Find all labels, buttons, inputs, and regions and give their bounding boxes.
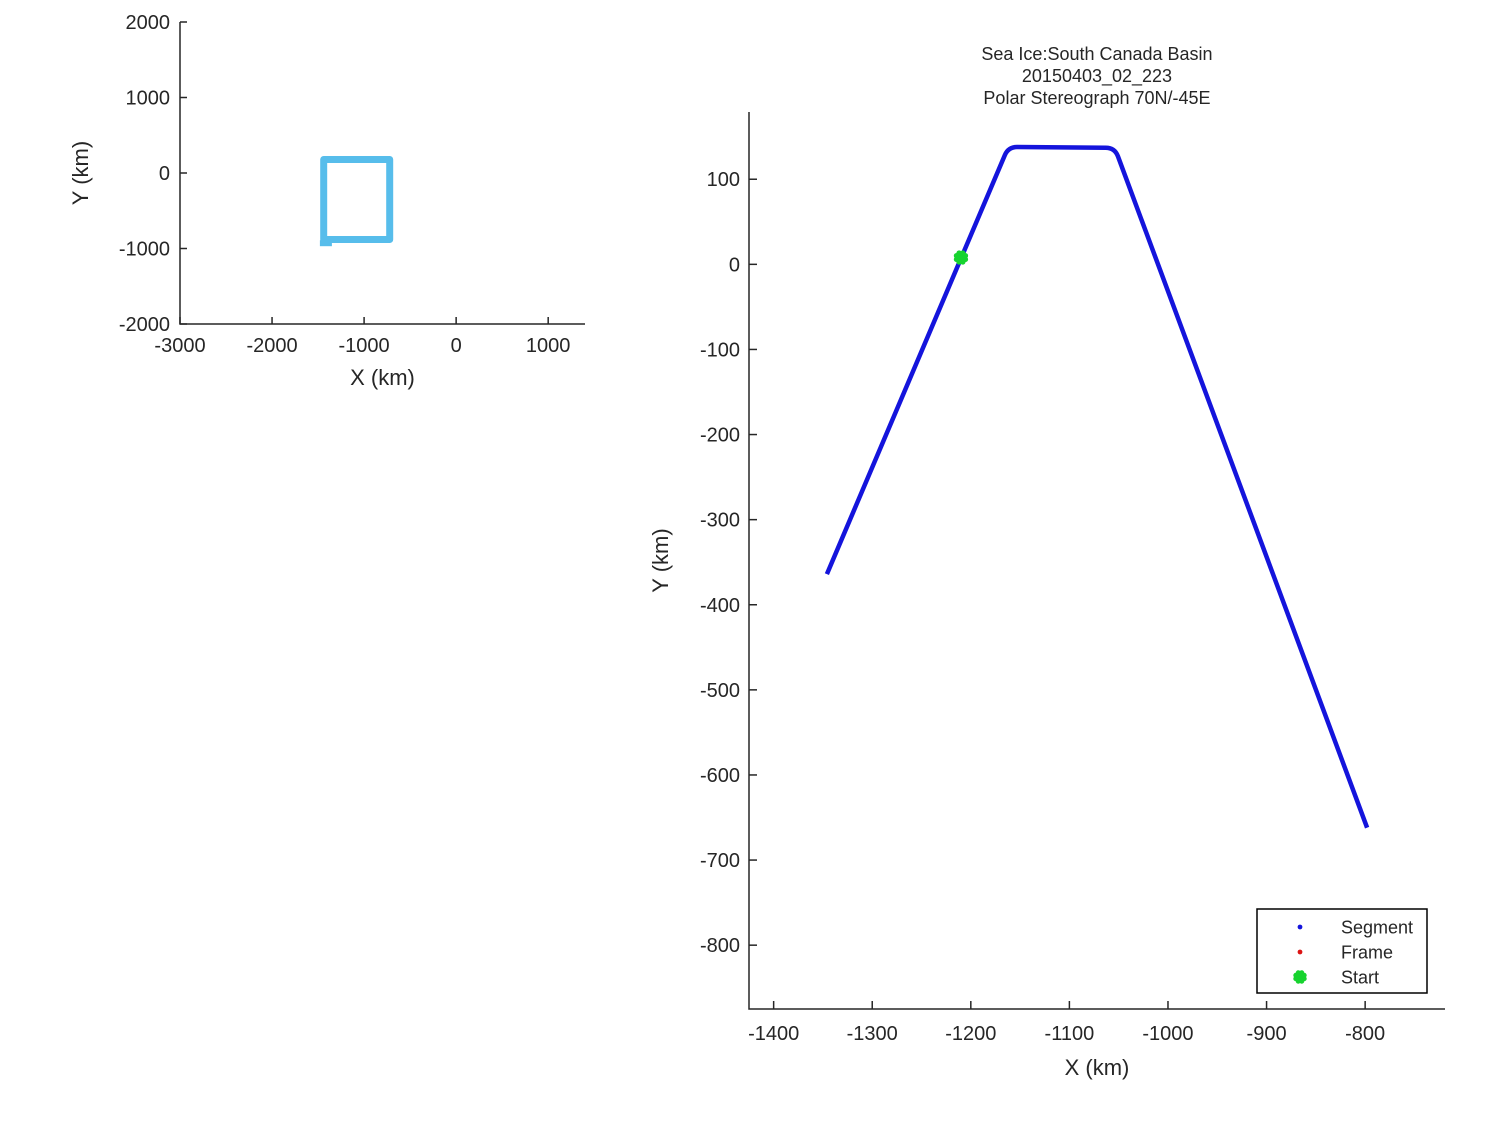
y-tick-label: -500: [700, 680, 740, 702]
legend-item-frame: Frame: [1297, 943, 1393, 963]
y-tick-label: -300: [700, 510, 740, 532]
segment-track: [824, 144, 1370, 829]
y-tick-label: -100: [700, 339, 740, 361]
legend-dot-icon: [1297, 924, 1303, 930]
y-tick-label: -2000: [119, 314, 170, 336]
x-tick-label: -1000: [339, 335, 390, 357]
y-tick-label: 0: [729, 254, 740, 276]
plot-title-line: 20150403_02_223: [1022, 66, 1172, 87]
legend-box: [1256, 908, 1428, 994]
x-tick-label: -900: [1247, 1023, 1287, 1045]
x-tick-label: 0: [451, 335, 462, 357]
y-tick-label: 2000: [126, 12, 171, 34]
y-tick-label: -400: [700, 595, 740, 617]
y-tick-label: -800: [700, 935, 740, 957]
x-tick-label: -3000: [154, 335, 205, 357]
plot-title-line: Sea Ice:South Canada Basin: [981, 44, 1212, 64]
x-tick-label: -1000: [1142, 1023, 1193, 1045]
x-tick-label: -1400: [748, 1023, 799, 1045]
y-axis-label: Y (km): [68, 141, 93, 205]
legend-dot-icon: [1297, 949, 1303, 955]
legend-label: Segment: [1341, 918, 1413, 938]
x-tick-label: -1200: [945, 1023, 996, 1045]
x-tick-label: -800: [1345, 1023, 1385, 1045]
axis-lines: [748, 112, 1445, 1010]
plot-title-line: Polar Stereograph 70N/-45E: [983, 88, 1210, 108]
x-tick-label: -1300: [847, 1023, 898, 1045]
x-tick-label: 1000: [526, 335, 571, 357]
legend-burst-icon: [1293, 970, 1307, 984]
y-tick-label: -1000: [119, 239, 170, 261]
y-tick-label: -200: [700, 425, 740, 447]
legend: Segment Frame Start: [1256, 908, 1428, 994]
x-axis-label: X (km): [1065, 1055, 1130, 1080]
legend-item-start: Start: [1293, 968, 1379, 988]
x-tick-label: -2000: [246, 335, 297, 357]
x-tick-label: -1100: [1045, 1023, 1095, 1045]
coverage-boundary: [320, 156, 394, 243]
y-tick-label: 100: [707, 169, 740, 191]
y-tick-label: 1000: [126, 88, 171, 110]
legend-item-segment: Segment: [1297, 918, 1413, 938]
y-tick-label: -600: [700, 765, 740, 787]
legend-label: Start: [1341, 968, 1379, 988]
y-axis-label: Y (km): [648, 528, 673, 592]
y-tick-label: -700: [700, 850, 740, 872]
start-marker: [953, 250, 969, 265]
axis-lines: [179, 22, 585, 325]
tick-labels: -1400 -1300 -1200 -1100 -1000 -900 -800 100 0 -10…: [700, 169, 1385, 1045]
main-plot: -1400 -1300 -1200 -1100 -1000 -900 -800 100 0 -10…: [648, 44, 1445, 1080]
y-tick-label: 0: [159, 163, 170, 185]
legend-label: Frame: [1341, 943, 1393, 963]
overview-plot: -3000 -2000 -1000 0 1000-2000-1000010002000X…: [68, 12, 585, 390]
x-axis-label: X (km): [350, 365, 415, 390]
